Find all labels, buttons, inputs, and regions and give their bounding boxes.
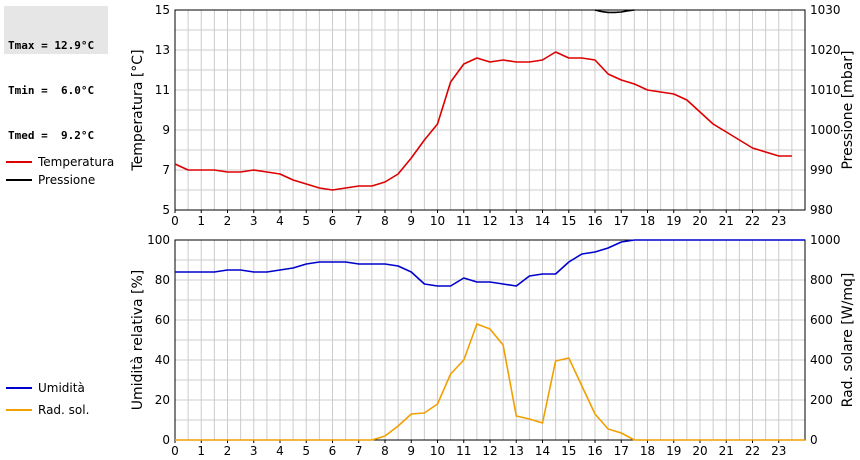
y-left-tick-label: 9 <box>162 123 170 137</box>
x-tick-label: 20 <box>692 214 707 228</box>
stats-box: Tmax = 12.9°C Tmin = 6.0°C Tmed = 9.2°C <box>4 6 108 142</box>
x-tick-label: 5 <box>302 214 310 228</box>
x-tick-label: 22 <box>745 214 760 228</box>
tmax-label: Tmax = 12.9°C <box>8 39 95 52</box>
legend-bottom: Umidità Rad. sol. <box>6 381 89 417</box>
x-tick-label: 6 <box>329 214 337 228</box>
temperature-pressure-chart: 0 1 2 3 4 5 6 7 8 9 10 11 12 13 14 15 16 17 18 19 20 21 22 2357… <box>130 3 856 228</box>
x-tick-label: 14 <box>535 214 550 228</box>
y-right-tick-label: 980 <box>810 203 833 217</box>
x-tick-label: 9 <box>407 214 415 228</box>
y-left-tick-label: 13 <box>155 43 170 57</box>
x-tick-label: 3 <box>250 214 258 228</box>
y-right-tick-label: 0 <box>810 433 818 447</box>
y-right-tick-label: 800 <box>810 273 833 287</box>
x-tick-label: 13 <box>509 214 524 228</box>
x-tick-label: 15 <box>561 214 576 228</box>
humidity-radiation-chart: 0 1 2 3 4 5 6 7 8 9 10 11 12 13 14 15 16 17 18 19 20 21 22 2302… <box>130 233 856 458</box>
legend-label: Pressione <box>38 173 95 187</box>
x-tick-label: 17 <box>614 214 629 228</box>
x-tick-label: 15 <box>561 444 576 458</box>
x-tick-label: 20 <box>692 444 707 458</box>
y-right-tick-label: 1000 <box>810 233 841 247</box>
tmed-label: Tmed = 9.2°C <box>8 129 95 142</box>
x-tick-label: 23 <box>771 444 786 458</box>
x-tick-label: 5 <box>302 444 310 458</box>
x-tick-label: 1 <box>197 444 205 458</box>
x-tick-label: 7 <box>355 214 363 228</box>
y-left-tick-label: 15 <box>155 3 170 17</box>
y-left-tick-label: 11 <box>155 83 170 97</box>
x-tick-label: 19 <box>666 444 681 458</box>
x-tick-label: 11 <box>456 214 471 228</box>
y-right-tick-label: 200 <box>810 393 833 407</box>
y-right-axis-label: Rad. solare [W/mq] <box>840 273 856 408</box>
series-line-pressione <box>594 9 635 14</box>
y-right-tick-label: 400 <box>810 353 833 367</box>
x-tick-label: 2 <box>224 444 232 458</box>
legend-top: Temperatura Pressione <box>6 155 114 187</box>
y-right-tick-label: 990 <box>810 163 833 177</box>
y-left-axis-label: Temperatura [°C] <box>130 49 146 171</box>
x-tick-label: 12 <box>482 444 497 458</box>
x-tick-label: 4 <box>276 214 284 228</box>
y-left-tick-label: 5 <box>162 203 170 217</box>
x-tick-label: 13 <box>509 444 524 458</box>
x-tick-label: 8 <box>381 444 389 458</box>
x-tick-label: 2 <box>224 214 232 228</box>
series-line-umidit- <box>175 239 805 287</box>
series-line-rad-sol- <box>175 323 805 441</box>
y-left-tick-label: 100 <box>147 233 170 247</box>
y-right-axis-label: Pressione [mbar] <box>840 50 856 169</box>
x-tick-label: 0 <box>171 444 179 458</box>
series-line-temperatura <box>174 51 792 191</box>
x-tick-label: 19 <box>666 214 681 228</box>
x-tick-label: 22 <box>745 444 760 458</box>
x-tick-label: 23 <box>771 214 786 228</box>
y-left-tick-label: 20 <box>155 393 170 407</box>
y-left-tick-label: 60 <box>155 313 170 327</box>
y-right-tick-label: 1030 <box>810 3 841 17</box>
x-tick-label: 21 <box>719 444 734 458</box>
x-tick-label: 9 <box>407 444 415 458</box>
x-tick-label: 18 <box>640 444 655 458</box>
x-tick-label: 7 <box>355 444 363 458</box>
y-left-axis-label: Umidità relativa [%] <box>130 270 146 411</box>
x-tick-label: 4 <box>276 444 284 458</box>
y-right-tick-label: 1010 <box>810 83 841 97</box>
x-tick-label: 17 <box>614 444 629 458</box>
y-left-tick-label: 7 <box>162 163 170 177</box>
x-tick-label: 6 <box>329 444 337 458</box>
y-left-tick-label: 80 <box>155 273 170 287</box>
y-left-tick-label: 0 <box>162 433 170 447</box>
x-tick-label: 16 <box>587 444 602 458</box>
x-tick-label: 10 <box>430 444 445 458</box>
x-tick-label: 12 <box>482 214 497 228</box>
x-tick-label: 0 <box>171 214 179 228</box>
x-tick-label: 11 <box>456 444 471 458</box>
x-tick-label: 1 <box>197 214 205 228</box>
tmin-label: Tmin = 6.0°C <box>8 84 95 97</box>
x-tick-label: 10 <box>430 214 445 228</box>
x-tick-label: 8 <box>381 214 389 228</box>
legend-label: Temperatura <box>37 155 114 169</box>
x-tick-label: 14 <box>535 444 550 458</box>
x-tick-label: 16 <box>587 214 602 228</box>
y-right-tick-label: 600 <box>810 313 833 327</box>
legend-label: Umidità <box>38 381 85 395</box>
x-tick-label: 18 <box>640 214 655 228</box>
y-left-tick-label: 40 <box>155 353 170 367</box>
y-right-tick-label: 1000 <box>810 123 841 137</box>
y-right-tick-label: 1020 <box>810 43 841 57</box>
x-tick-label: 21 <box>719 214 734 228</box>
legend-label: Rad. sol. <box>38 403 89 417</box>
x-tick-label: 3 <box>250 444 258 458</box>
